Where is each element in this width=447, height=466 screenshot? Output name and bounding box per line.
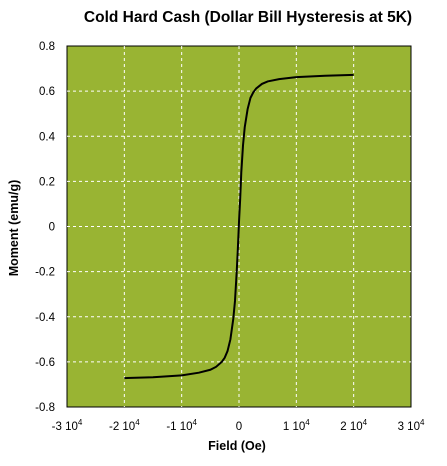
- x-tick-label: 3 104: [398, 418, 425, 433]
- y-tick-label: -0.8: [35, 402, 55, 414]
- x-tick-label: 0: [236, 421, 242, 433]
- chart-title: Cold Hard Cash (Dollar Bill Hysteresis a…: [84, 9, 412, 26]
- x-tick-label: -3 104: [52, 418, 83, 433]
- x-tick-label: 2 104: [340, 418, 367, 433]
- x-tick-label: -2 104: [109, 418, 140, 433]
- x-axis-label: Field (Oe): [208, 439, 266, 453]
- y-axis-label: Moment (emu/g): [7, 180, 21, 277]
- x-tick-labels: -3 104 -2 104 -1 104 0 1 104 2 104 3 104: [52, 418, 425, 433]
- y-tick-label: -0.6: [35, 357, 55, 369]
- y-tick-label: -0.2: [35, 267, 55, 279]
- y-tick-label: 0.8: [39, 41, 55, 53]
- y-tick-label: 0.4: [39, 131, 56, 143]
- y-tick-label: 0.2: [39, 176, 55, 188]
- y-tick-label: -0.4: [35, 312, 55, 324]
- grid: [67, 46, 411, 407]
- hysteresis-curve: [124, 73, 354, 380]
- y-tick-label: 0: [49, 222, 55, 234]
- x-tick-label: 1 104: [283, 418, 310, 433]
- x-tick-label: -1 104: [166, 418, 197, 433]
- y-tick-labels: 0.8 0.6 0.4 0.2 0 -0.2 -0.4 -0.6 -0.8: [35, 41, 55, 414]
- y-tick-label: 0.6: [39, 86, 55, 98]
